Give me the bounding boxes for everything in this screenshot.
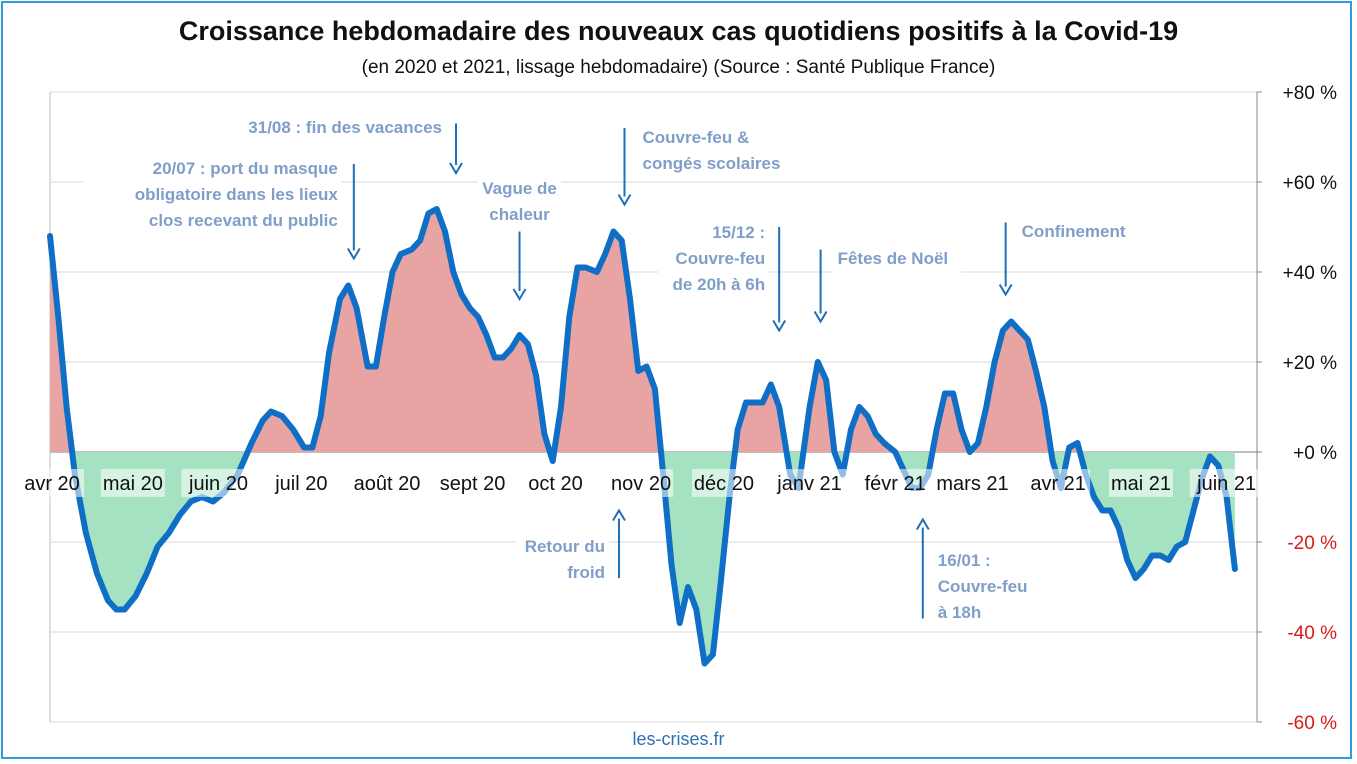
y-tick-label: +0 % bbox=[1293, 443, 1337, 464]
annotation-label-bg bbox=[1015, 217, 1127, 247]
series-line-layer bbox=[47, 206, 1238, 667]
annotation-text-line: clos recevant du public bbox=[149, 211, 338, 230]
annotation-text-line: de 20h à 6h bbox=[673, 275, 766, 294]
x-tick-label: nov 20 bbox=[611, 473, 671, 495]
x-tick-label-bg bbox=[181, 469, 256, 497]
annotation-text-line: Couvre-feu bbox=[938, 577, 1028, 596]
x-tick-label: août 20 bbox=[354, 473, 421, 495]
x-tick-label-bg bbox=[100, 469, 165, 497]
series-line bbox=[47, 206, 1238, 667]
annotation-label-bg bbox=[831, 244, 962, 274]
annotation-label-bg bbox=[215, 113, 447, 143]
x-tick-label: mai 21 bbox=[1111, 473, 1171, 495]
annotation-label-bg bbox=[83, 154, 342, 236]
annotation-text-line: Couvre-feu & bbox=[642, 128, 749, 147]
annotation-arrow-head bbox=[449, 162, 463, 175]
annotation-arrow-head bbox=[346, 247, 361, 261]
x-tick-label: mars 21 bbox=[936, 473, 1008, 495]
y-tick-label: -40 % bbox=[1287, 623, 1337, 644]
chart-subtitle: (en 2020 et 2021, lissage hebdomadaire) … bbox=[361, 57, 996, 78]
x-tick-label: févr 21 bbox=[865, 473, 926, 495]
x-tick-label: sept 20 bbox=[440, 473, 506, 495]
annotation-couvrefeu-18h: 16/01 : Couvre-feu à 18h bbox=[915, 517, 1034, 628]
annotation-text-line: froid bbox=[567, 563, 605, 582]
annotation-label-bg bbox=[657, 218, 770, 300]
x-tick-label: oct 20 bbox=[528, 473, 582, 495]
x-tick-label-bg bbox=[691, 469, 756, 497]
footer-source: les-crises.fr bbox=[632, 729, 725, 749]
annotation-arrow-head bbox=[512, 288, 527, 301]
x-tick-label: juil 20 bbox=[274, 473, 327, 495]
annotation-text-line: à 18h bbox=[938, 603, 981, 622]
annotation-chaleur: Vague de chaleur bbox=[477, 174, 562, 301]
x-tick-label-bg bbox=[20, 469, 84, 497]
x-tick-labels: avr 20 mai 20 juin 20 juil 20 août 20 sept 20… bbox=[20, 469, 1264, 497]
annotation-label-bg bbox=[516, 532, 609, 588]
x-tick-label-bg bbox=[609, 469, 674, 497]
annotation-arrow-head bbox=[998, 283, 1013, 297]
annotation-text-line: congés scolaires bbox=[642, 154, 780, 173]
x-tick-label-bg bbox=[1189, 469, 1264, 497]
annotation-text-line: Confinement bbox=[1022, 222, 1126, 241]
y-tick-label: +40 % bbox=[1283, 263, 1338, 284]
annotation-arrow-head bbox=[813, 310, 828, 324]
x-tick-label-bg bbox=[349, 469, 424, 497]
annotation-text-line: Couvre-feu bbox=[675, 249, 765, 268]
x-tick-label-bg bbox=[435, 469, 510, 497]
annotation-text-line: 16/01 : bbox=[938, 551, 991, 570]
x-tick-label-bg bbox=[523, 469, 588, 497]
positive-area bbox=[735, 384, 787, 452]
x-tick-label: mai 20 bbox=[103, 473, 163, 495]
annotation-couvrefeu-conges: Couvre-feu & congés scolaires bbox=[617, 123, 794, 207]
annotation-label-bg bbox=[477, 174, 562, 230]
y-tick-label: -60 % bbox=[1287, 713, 1337, 734]
x-tick-label-bg bbox=[935, 469, 1010, 497]
annotation-text-line: Fêtes de Noël bbox=[838, 249, 949, 268]
x-tick-label: juin 20 bbox=[188, 473, 248, 495]
annotation-froid: Retour du froid bbox=[516, 508, 626, 588]
y-tick-label: +60 % bbox=[1283, 173, 1338, 194]
annotation-text-line: Retour du bbox=[525, 537, 605, 556]
x-tick-label-bg bbox=[1026, 469, 1091, 497]
annotation-confinement: Confinement bbox=[998, 217, 1127, 297]
annotation-arrow-head bbox=[612, 508, 626, 522]
annotation-arrow-head bbox=[772, 319, 787, 333]
annotations: 20/07 : port du masque obligatoire dans l… bbox=[83, 113, 1127, 628]
x-tick-label-bg bbox=[264, 469, 339, 497]
x-tick-label-bg bbox=[858, 469, 933, 497]
x-tick-label-bg bbox=[772, 469, 847, 497]
annotation-noel: Fêtes de Noël bbox=[813, 244, 962, 324]
annotation-text-line: Vague de bbox=[482, 179, 557, 198]
annotation-text-line: 31/08 : fin des vacances bbox=[248, 118, 442, 137]
chart-title: Croissance hebdomadaire des nouveaux cas… bbox=[178, 16, 1179, 46]
x-tick-label: avr 20 bbox=[24, 473, 80, 495]
annotation-label-bg bbox=[636, 123, 794, 179]
x-tick-label: juin 21 bbox=[1196, 473, 1256, 495]
positive-area bbox=[247, 209, 550, 452]
annotation-masque: 20/07 : port du masque obligatoire dans l… bbox=[83, 154, 361, 261]
area-fills bbox=[50, 209, 1235, 664]
positive-area bbox=[554, 231, 661, 452]
annotation-couvrefeu-20h: 15/12 : Couvre-feu de 20h à 6h bbox=[657, 218, 787, 333]
y-tick-label: +20 % bbox=[1283, 353, 1338, 374]
annotation-text-line: 20/07 : port du masque bbox=[153, 159, 338, 178]
x-tick-label: avr 21 bbox=[1030, 473, 1086, 495]
annotation-text-line: obligatoire dans les lieux bbox=[135, 185, 339, 204]
annotation-vacances: 31/08 : fin des vacances bbox=[215, 113, 463, 175]
annotation-text-line: chaleur bbox=[489, 205, 550, 224]
x-tick-label: janv 21 bbox=[776, 473, 842, 495]
positive-area bbox=[803, 362, 835, 452]
annotation-text-line: 15/12 : bbox=[712, 223, 765, 242]
annotation-label-bg bbox=[931, 546, 1034, 628]
x-tick-label-bg bbox=[1108, 469, 1173, 497]
annotation-arrow-head bbox=[617, 193, 632, 207]
x-tick-label: déc 20 bbox=[694, 473, 754, 495]
y-tick-label: -20 % bbox=[1287, 533, 1337, 554]
annotation-arrow-head bbox=[915, 517, 930, 531]
y-tick-label: +80 % bbox=[1283, 83, 1338, 104]
y-tick-labels: +80 % +60 % +40 % +20 % +0 % -20 % -40 % -60 % bbox=[1283, 83, 1338, 734]
